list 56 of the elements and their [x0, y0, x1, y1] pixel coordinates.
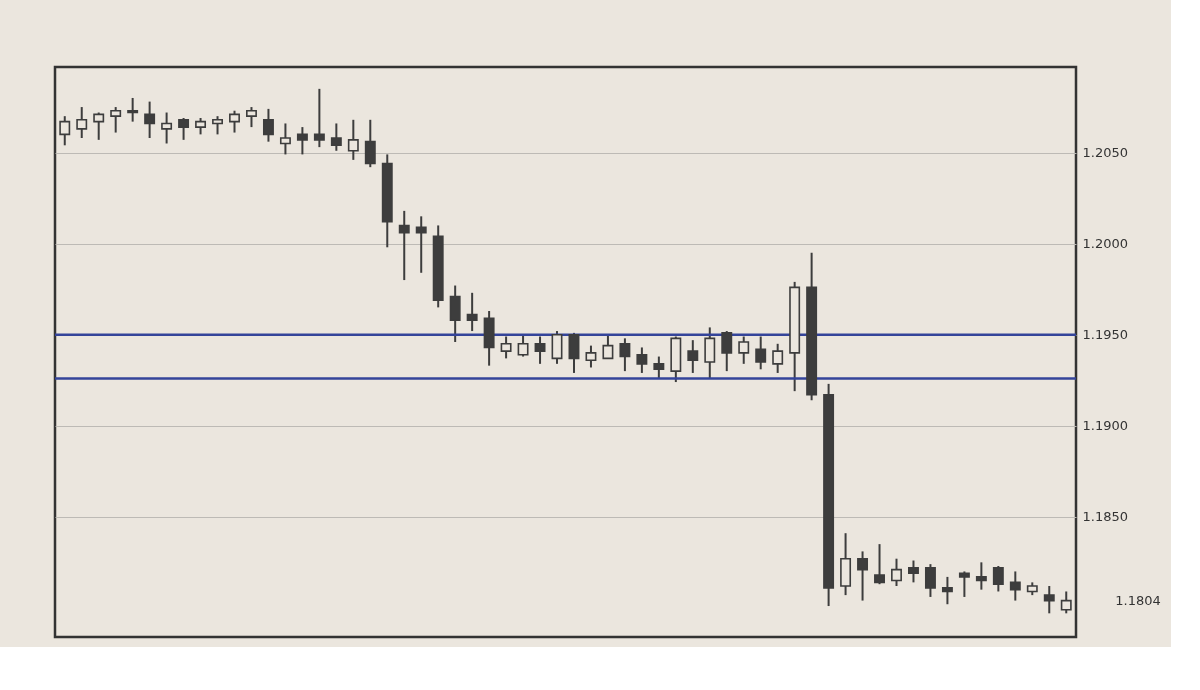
candlestick	[891, 557, 902, 588]
candlestick	[551, 330, 563, 365]
candlestick	[636, 346, 648, 374]
candlestick	[1009, 570, 1021, 602]
candlestick	[738, 335, 750, 365]
candlestick	[110, 106, 122, 134]
candlestick	[212, 115, 223, 136]
candlestick	[59, 115, 71, 147]
y-tick-label: 1.2000	[1082, 236, 1128, 252]
candlestick	[500, 335, 512, 360]
candlestick	[279, 122, 291, 156]
candlestick	[602, 333, 614, 360]
candlestick	[772, 342, 784, 374]
candlestick	[330, 122, 342, 152]
y-tick-label: 1.1950	[1082, 327, 1128, 343]
candlestick	[415, 215, 427, 274]
text: 1.1804	[1115, 592, 1161, 608]
candlestick	[619, 337, 631, 373]
y-tick-label: 1.1850	[1082, 509, 1128, 525]
candlestick	[924, 563, 936, 598]
candlestick	[755, 335, 767, 371]
candlestick	[585, 344, 597, 369]
candlestick	[246, 106, 257, 129]
candlestick	[517, 333, 529, 358]
candlestick	[76, 106, 88, 140]
candlestick	[992, 564, 1004, 593]
candlestick	[874, 543, 885, 586]
candlestick	[93, 111, 105, 141]
candlestick	[958, 570, 970, 598]
candlestick	[687, 339, 699, 374]
candlestick	[313, 87, 325, 149]
candlestick	[534, 335, 546, 365]
y-tick-label: 1.1900	[1082, 418, 1128, 434]
candlestick	[941, 575, 953, 606]
candlestick	[704, 326, 716, 380]
candlestick	[364, 118, 376, 169]
candlestick	[398, 209, 410, 282]
candlestick	[568, 331, 580, 374]
y-tick-label: 1.2050	[1082, 145, 1128, 161]
candlestick	[262, 107, 274, 143]
candlestick	[653, 355, 665, 380]
candlestick	[296, 126, 308, 156]
candlestick	[229, 109, 240, 134]
candlestick	[449, 284, 461, 343]
candlestick	[721, 330, 733, 373]
candlestick	[1060, 590, 1072, 615]
candlestick	[466, 291, 478, 333]
candlestick	[178, 116, 190, 141]
candlestick	[144, 100, 156, 140]
candlestick	[857, 550, 869, 602]
candlestick	[161, 111, 173, 145]
candlestick	[127, 96, 139, 123]
candlestick	[1043, 585, 1055, 615]
candlestick	[347, 118, 359, 161]
candlestick	[975, 561, 987, 591]
candlestick	[908, 559, 919, 584]
